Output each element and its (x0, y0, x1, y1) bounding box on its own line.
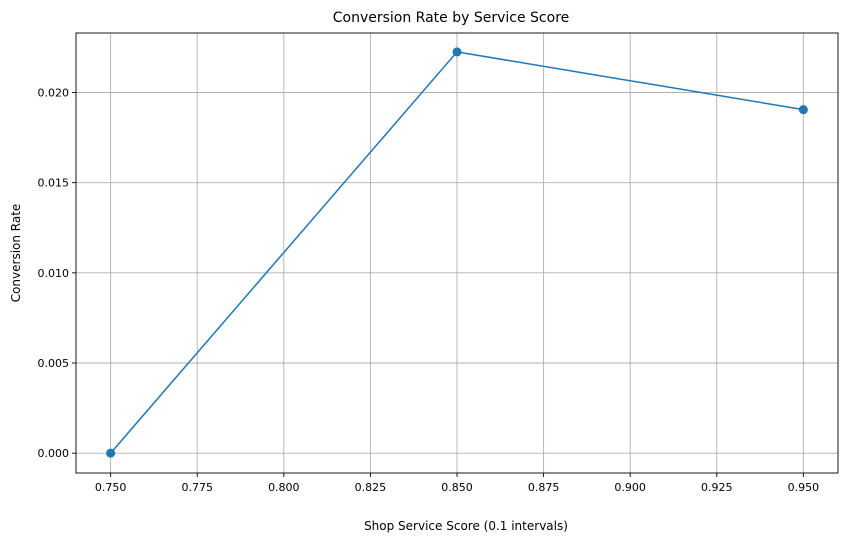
data-point (798, 105, 808, 115)
x-tick-label: 0.825 (355, 481, 387, 494)
ticks: 0.750 0.775 0.800 0.825 0.850 0.875 0.900 0.925… (38, 87, 820, 494)
y-tick-label: 0.005 (38, 357, 70, 370)
x-tick-label: 0.875 (528, 481, 560, 494)
chart-title: Conversion Rate by Service Score (333, 10, 570, 26)
x-tick-label: 0.775 (181, 481, 213, 494)
series-layer (106, 47, 808, 458)
x-tick-label: 0.750 (95, 481, 127, 494)
y-tick-label: 0.000 (38, 447, 70, 460)
x-tick-label: 0.800 (268, 481, 300, 494)
x-axis-label: Shop Service Score (0.1 intervals) (364, 519, 568, 533)
data-point (106, 448, 116, 458)
x-tick-label: 0.850 (441, 481, 473, 494)
x-tick-label: 0.950 (788, 481, 820, 494)
y-tick-label: 0.020 (38, 87, 70, 100)
grid (76, 33, 838, 473)
y-axis-label: Conversion Rate (9, 204, 23, 303)
y-tick-label: 0.010 (38, 267, 70, 280)
y-tick-label: 0.015 (38, 177, 70, 190)
x-tick-label: 0.900 (614, 481, 646, 494)
x-tick-label: 0.925 (701, 481, 733, 494)
data-point (452, 47, 462, 57)
